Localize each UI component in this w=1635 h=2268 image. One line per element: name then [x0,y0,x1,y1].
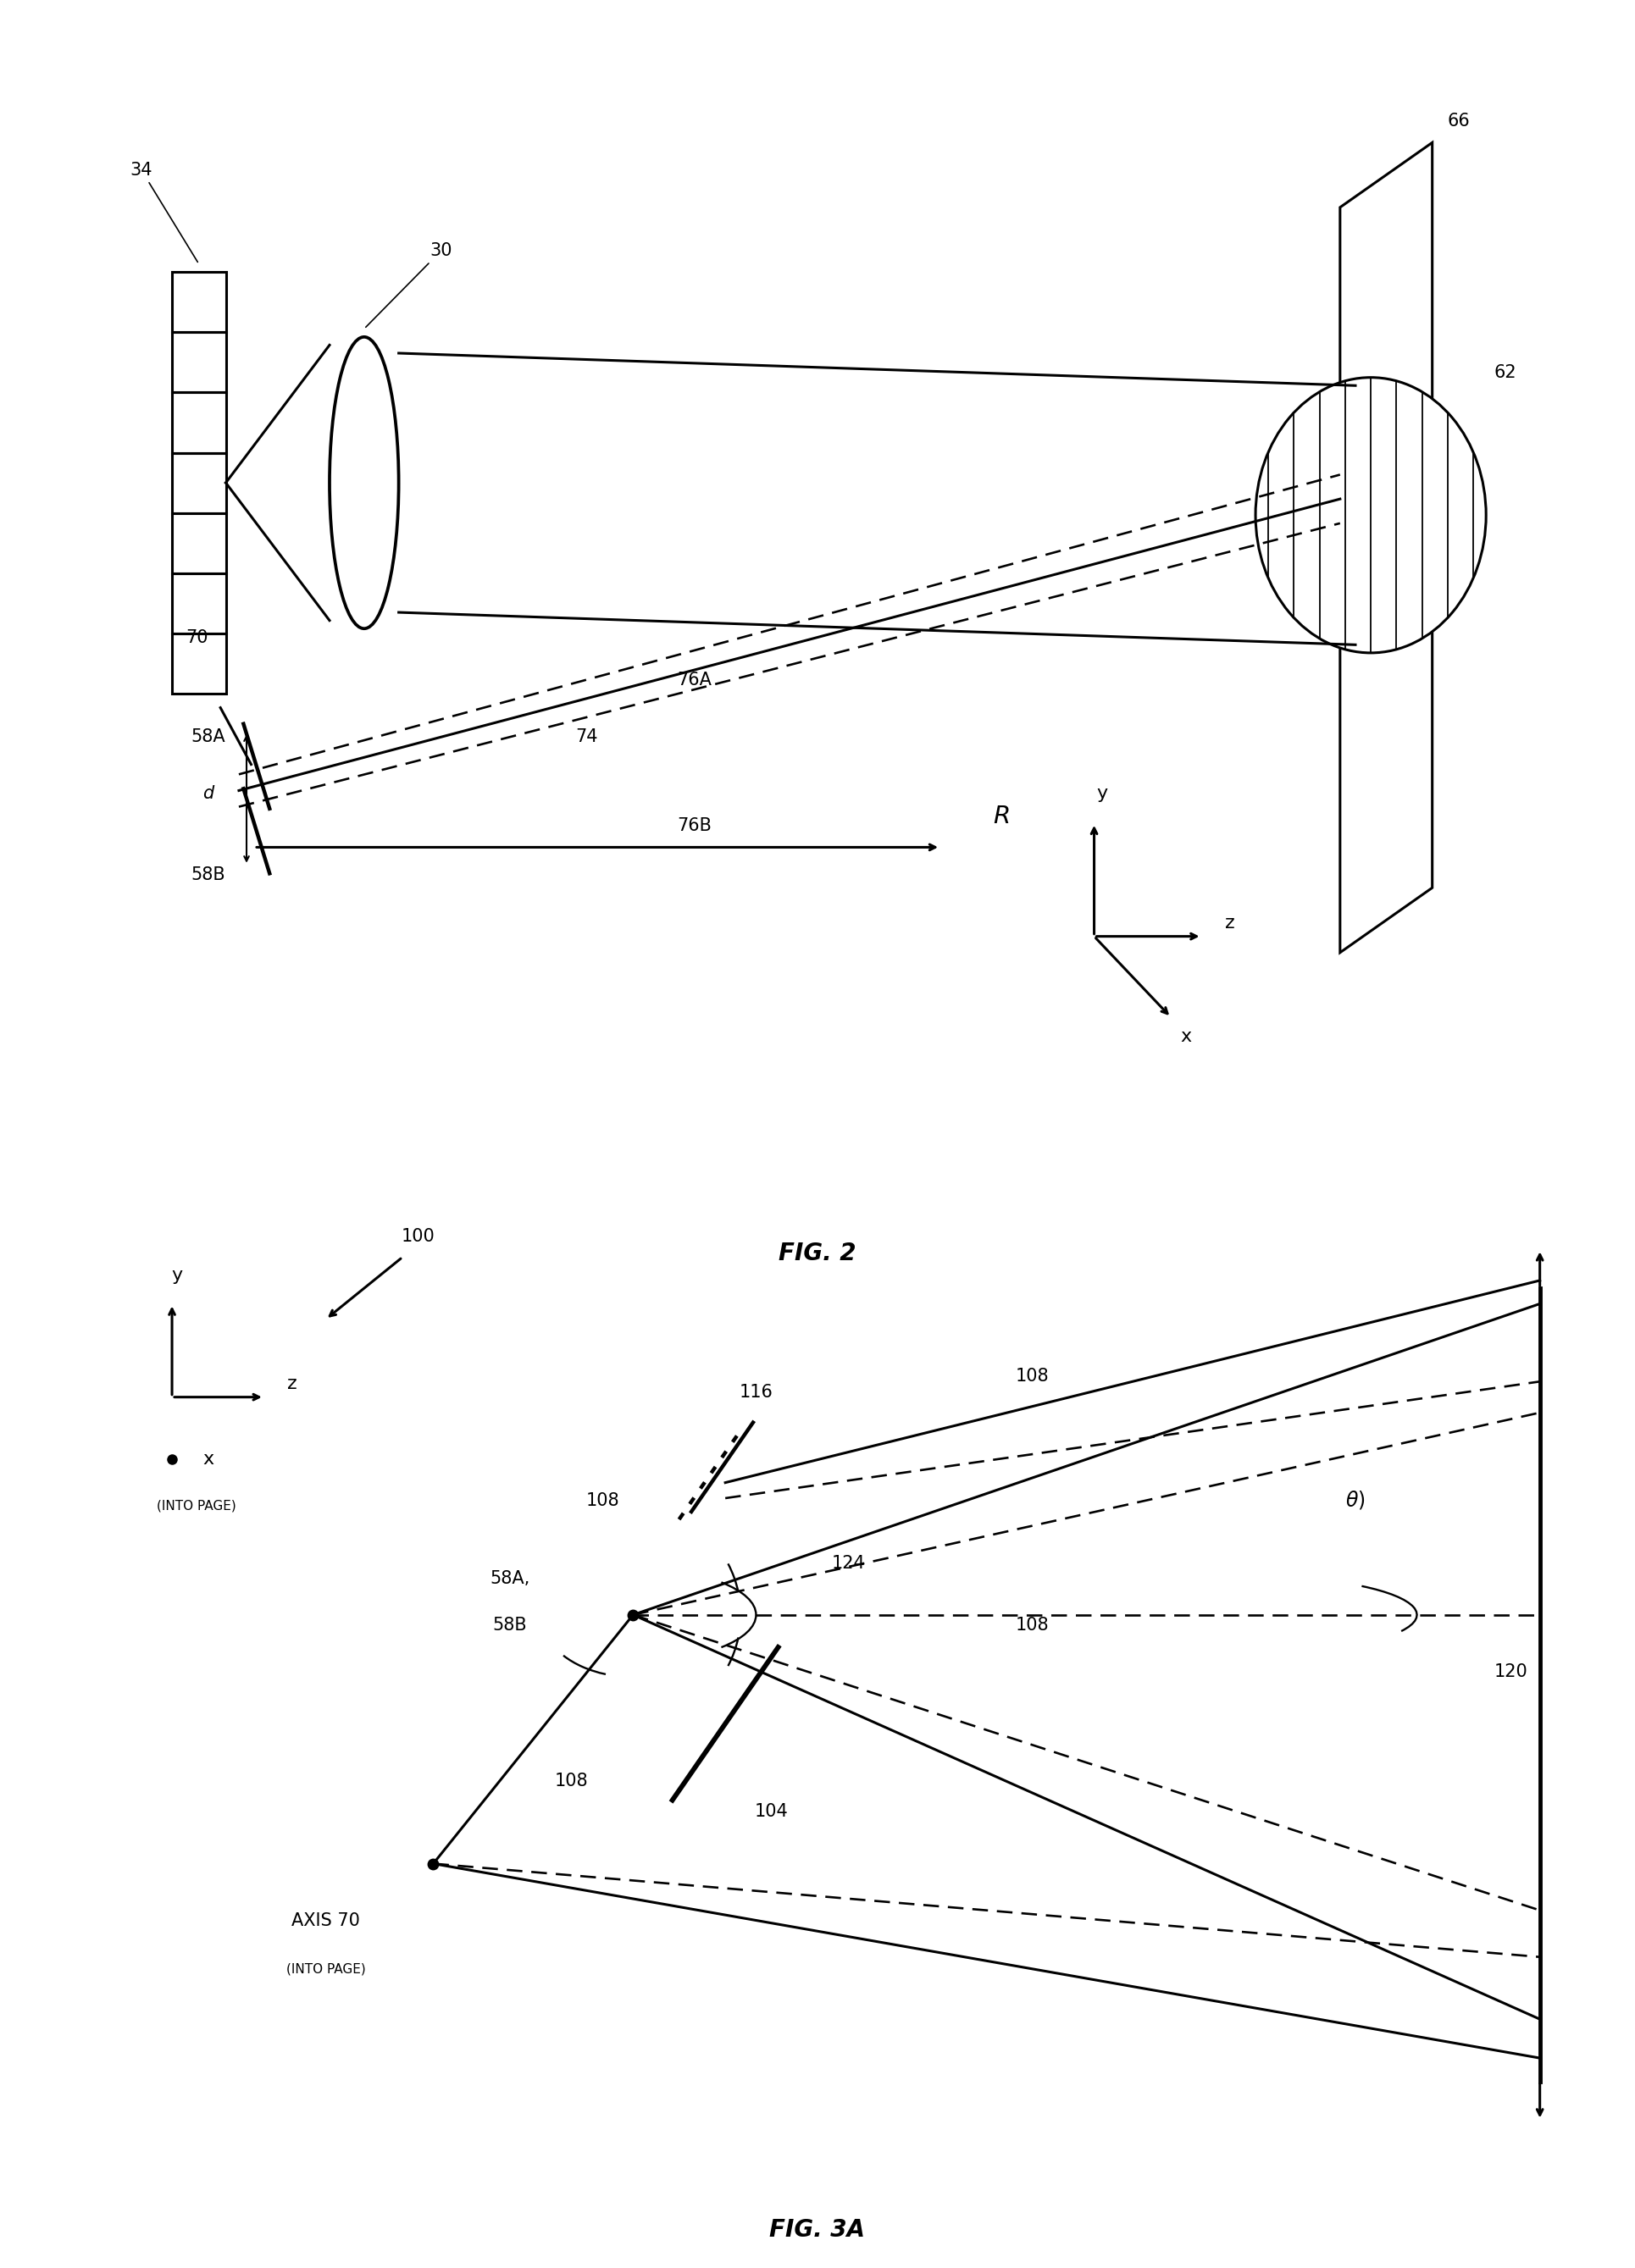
Text: 108: 108 [585,1492,620,1508]
Text: y: y [1095,785,1107,803]
Text: 116: 116 [739,1383,773,1399]
Text: 104: 104 [755,1803,788,1821]
Text: 124: 124 [832,1554,865,1572]
Text: 108: 108 [554,1771,589,1789]
Text: FIG. 2: FIG. 2 [778,1241,857,1266]
Text: d: d [203,785,214,803]
Text: 66: 66 [1447,113,1470,129]
Text: x: x [1180,1027,1192,1046]
Bar [172,272,226,333]
Text: (INTO PAGE): (INTO PAGE) [286,1962,365,1975]
Bar [172,392,226,454]
Text: 74: 74 [576,728,598,746]
Text: 108: 108 [1015,1617,1050,1633]
Ellipse shape [1256,376,1486,653]
Text: z: z [288,1377,298,1393]
Bar [172,513,226,574]
Bar [172,633,226,694]
Text: 30: 30 [366,243,453,327]
Text: R: R [994,805,1010,828]
Text: y: y [172,1268,181,1284]
Text: x: x [203,1452,214,1467]
Text: 108: 108 [1015,1368,1050,1386]
Bar [172,333,226,392]
Bar [172,574,226,633]
Text: 100: 100 [401,1227,435,1245]
Text: 120: 120 [1494,1662,1527,1681]
Text: 70: 70 [186,628,209,646]
Text: 58B: 58B [492,1617,528,1633]
Text: FIG. 3A: FIG. 3A [770,2218,865,2243]
Text: 34: 34 [131,161,198,263]
Text: 58B: 58B [191,866,226,882]
Text: 62: 62 [1494,363,1516,381]
Bar [172,454,226,513]
Text: AXIS 70: AXIS 70 [291,1912,360,1930]
Text: $\theta$): $\theta$) [1346,1488,1365,1510]
Text: 76B: 76B [677,816,711,835]
Text: 76A: 76A [677,671,711,689]
Text: (INTO PAGE): (INTO PAGE) [157,1499,235,1513]
Text: 58A: 58A [191,728,226,746]
Text: z: z [1225,914,1234,932]
Text: 58A,: 58A, [490,1569,530,1588]
